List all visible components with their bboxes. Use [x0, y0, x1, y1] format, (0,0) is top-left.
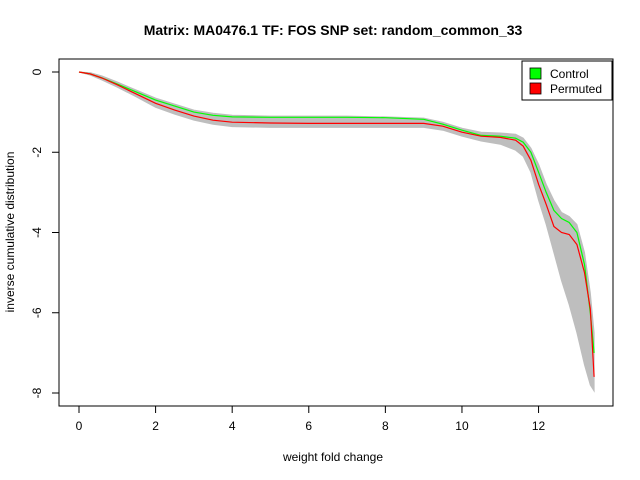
series-line-permuted	[78, 71, 595, 377]
y-tick-label: -4	[30, 227, 44, 238]
chart-title: Matrix: MA0476.1 TF: FOS SNP set: random…	[144, 22, 523, 38]
series-line-control	[78, 71, 595, 353]
legend-swatch-permuted	[529, 82, 542, 95]
background-band-layer	[78, 71, 595, 393]
x-tick-label: 4	[229, 419, 236, 433]
x-tick-label: 12	[532, 419, 546, 433]
x-axis-label: weight fold change	[282, 450, 383, 464]
legend: Control Permuted	[521, 60, 613, 101]
y-axis: 0 -2 -4 -6 -8	[30, 68, 60, 398]
y-tick-label: -6	[30, 307, 44, 318]
x-tick-label: 8	[382, 419, 389, 433]
legend-swatch-control	[529, 67, 542, 80]
x-tick-label: 0	[76, 419, 83, 433]
x-tick-label: 6	[305, 419, 312, 433]
background-band	[78, 71, 595, 393]
x-axis: 0 2 4 6 8 10 12	[76, 405, 546, 433]
y-tick-label: 0	[30, 68, 44, 75]
legend-label-control: Control	[550, 67, 589, 81]
y-tick-label: -2	[30, 147, 44, 158]
x-tick-label: 10	[455, 419, 469, 433]
y-axis-label: inverse cumulative distribution	[3, 152, 17, 313]
legend-label-permuted: Permuted	[550, 82, 602, 96]
x-tick-label: 2	[152, 419, 159, 433]
plot-frame	[58, 58, 614, 407]
series-layer	[78, 71, 595, 377]
y-tick-label: -8	[30, 387, 44, 398]
